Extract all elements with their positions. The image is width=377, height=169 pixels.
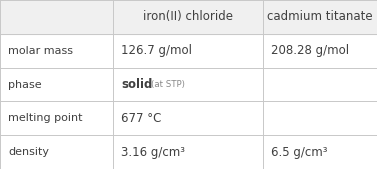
Text: molar mass: molar mass xyxy=(8,46,73,56)
Text: 126.7 g/mol: 126.7 g/mol xyxy=(121,44,192,57)
Text: solid: solid xyxy=(121,78,152,91)
Text: 208.28 g/mol: 208.28 g/mol xyxy=(271,44,349,57)
Text: 6.5 g/cm³: 6.5 g/cm³ xyxy=(271,146,328,159)
Text: cadmium titanate: cadmium titanate xyxy=(267,10,373,23)
Bar xyxy=(0,0,377,34)
Text: 677 °C: 677 °C xyxy=(121,112,161,125)
Text: phase: phase xyxy=(8,79,41,90)
Text: 3.16 g/cm³: 3.16 g/cm³ xyxy=(121,146,185,159)
Text: density: density xyxy=(8,147,49,157)
Text: melting point: melting point xyxy=(8,113,83,123)
Text: iron(II) chloride: iron(II) chloride xyxy=(143,10,233,23)
Text: (at STP): (at STP) xyxy=(151,80,185,89)
